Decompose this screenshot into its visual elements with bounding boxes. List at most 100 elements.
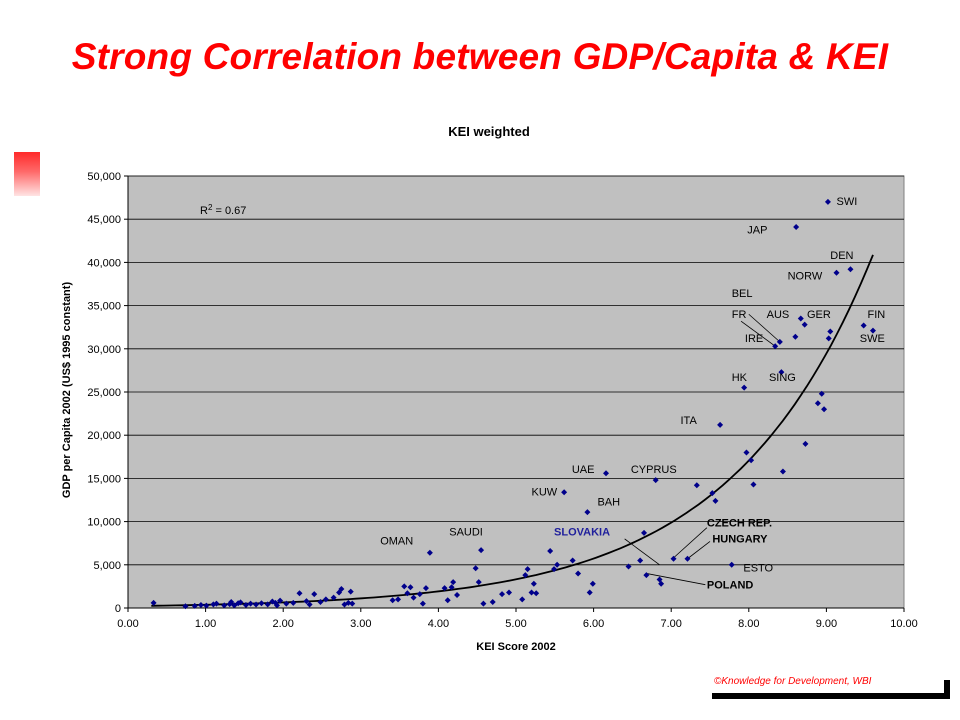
data-point <box>258 600 265 607</box>
data-point <box>728 561 735 568</box>
data-point <box>347 588 354 595</box>
data-point <box>228 598 235 605</box>
data-point <box>625 563 632 570</box>
data-point <box>303 598 310 605</box>
data-point <box>231 602 238 609</box>
data-point <box>345 599 352 606</box>
x-tick-label: 1.00 <box>195 618 216 630</box>
y-tick-label: 10,000 <box>87 517 121 529</box>
x-tick-label: 2.00 <box>272 618 293 630</box>
data-point <box>197 601 204 608</box>
country-label: SWE <box>860 333 885 345</box>
data-point <box>213 600 220 607</box>
data-point <box>818 390 825 397</box>
data-point <box>693 482 700 489</box>
y-tick-label: 15,000 <box>87 473 121 485</box>
y-tick-label: 40,000 <box>87 257 121 269</box>
y-tick-label: 5,000 <box>93 560 121 572</box>
x-tick-label: 8.00 <box>738 618 759 630</box>
data-point <box>743 449 750 456</box>
data-point <box>530 580 537 587</box>
country-label: BEL <box>732 288 753 300</box>
data-point <box>322 596 329 603</box>
annotation-leader-line <box>673 527 708 559</box>
r-squared-value: = 0.67 <box>212 205 246 217</box>
x-tick-label: 6.00 <box>583 618 604 630</box>
data-point <box>264 601 271 608</box>
x-tick-label: 5.00 <box>505 618 526 630</box>
data-point <box>506 589 513 596</box>
x-tick-label: 7.00 <box>660 618 681 630</box>
r-squared-label: R2 = 0.67 <box>200 203 246 217</box>
country-label: FIN <box>868 309 886 321</box>
data-point <box>821 406 828 413</box>
data-point <box>182 603 189 610</box>
data-point <box>311 591 318 598</box>
data-point <box>748 457 755 464</box>
data-point <box>528 589 535 596</box>
data-point <box>389 597 396 604</box>
data-point <box>404 590 411 597</box>
y-tick-label: 45,000 <box>87 214 121 226</box>
plot-area-group: 0 5,000 10,000 15,000 20,000 25,000 30,000 35,0… <box>87 171 917 630</box>
footer-rule-corner <box>944 680 950 699</box>
data-point <box>670 555 677 562</box>
data-point <box>547 547 554 554</box>
country-label: ITA <box>681 415 698 427</box>
data-point <box>401 583 408 590</box>
country-label: ESTO <box>743 563 773 575</box>
data-point <box>242 601 249 608</box>
x-tick-label: 10.00 <box>890 618 918 630</box>
data-point <box>338 585 345 592</box>
data-point <box>426 549 433 556</box>
data-point <box>191 602 198 609</box>
data-point <box>793 223 800 230</box>
footer-rule <box>712 693 948 699</box>
data-point <box>717 421 724 428</box>
data-point <box>658 580 665 587</box>
data-point <box>684 555 691 562</box>
data-point <box>522 572 529 579</box>
country-label: CYPRUS <box>631 464 677 476</box>
data-point <box>569 557 576 564</box>
data-point <box>407 584 414 591</box>
data-point <box>475 579 482 586</box>
data-point <box>772 343 779 350</box>
data-point <box>444 597 451 604</box>
chart-title: KEI weighted <box>448 124 530 139</box>
annotation-leader-line <box>740 320 776 347</box>
y-tick-label: 20,000 <box>87 430 121 442</box>
slide-title: Strong Correlation between GDP/Capita & … <box>71 36 889 77</box>
data-point <box>290 599 297 606</box>
y-axis-label: GDP per Capita 2002 (US$ 1995 constant) <box>61 282 73 499</box>
annotation-leader-line <box>624 538 660 566</box>
data-point <box>306 601 313 608</box>
data-point <box>641 529 648 536</box>
y-tick-label: 25,000 <box>87 387 121 399</box>
r-squared-r: R <box>200 205 208 217</box>
data-point <box>221 602 228 609</box>
y-tick-label: 50,000 <box>87 171 121 183</box>
data-point <box>741 384 748 391</box>
data-point <box>150 599 157 606</box>
annotation-leader-line <box>748 313 781 343</box>
country-label: BAH <box>597 497 620 509</box>
data-point <box>643 572 650 579</box>
data-point <box>499 591 506 598</box>
data-point <box>551 566 558 573</box>
country-label: FR <box>732 309 747 321</box>
country-label: HUNGARY <box>712 533 768 545</box>
data-point <box>277 597 284 604</box>
data-point <box>203 602 210 609</box>
data-point <box>709 490 716 497</box>
data-point <box>416 591 423 598</box>
data-point <box>273 602 280 609</box>
data-point <box>419 600 426 607</box>
country-label: AUS <box>767 309 790 321</box>
data-point <box>833 269 840 276</box>
data-point <box>750 481 757 488</box>
data-point <box>584 509 591 516</box>
country-label: SAUDI <box>449 526 483 538</box>
data-point <box>533 590 540 597</box>
